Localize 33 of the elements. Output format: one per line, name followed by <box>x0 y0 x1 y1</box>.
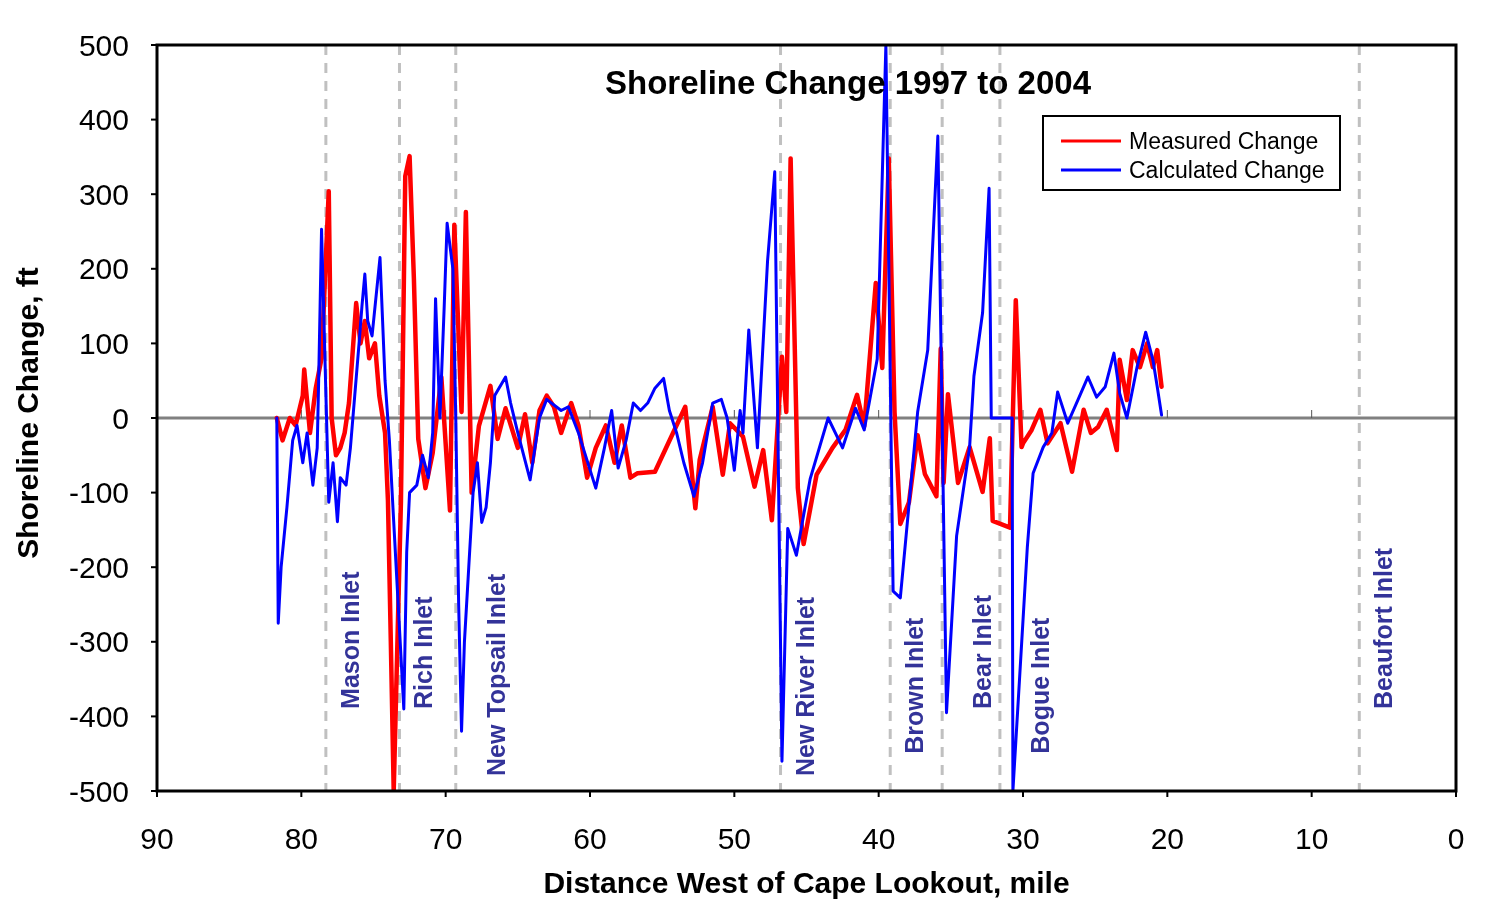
ref-line-label: New Topsail Inlet <box>481 573 510 777</box>
x-tick-label: 70 <box>428 822 463 855</box>
x-tick-label: 0 <box>1447 822 1465 855</box>
y-tick-label: 500 <box>78 28 129 62</box>
x-tick-label: 50 <box>717 822 752 855</box>
x-tick-label: 40 <box>861 822 896 855</box>
x-tick-label: 10 <box>1294 822 1329 855</box>
x-tick-label: 20 <box>1150 822 1185 855</box>
ref-line-label: Rich Inlet <box>409 595 438 709</box>
y-tick-label: 100 <box>78 326 129 360</box>
ref-line-label: Beaufort Inlet <box>1369 547 1398 709</box>
y-tick-label: -200 <box>68 550 129 584</box>
legend-label: Measured Change <box>1129 128 1319 155</box>
ref-line-label: Mason Inlet <box>335 570 364 709</box>
y-tick-label: -400 <box>68 699 129 733</box>
y-tick-label: -300 <box>68 625 129 659</box>
ref-line-label: Bogue Inlet <box>1025 616 1054 754</box>
legend-label: Calculated Change <box>1129 157 1325 184</box>
x-tick-label: 60 <box>573 822 607 855</box>
y-tick-label: -500 <box>68 774 129 808</box>
y-tick-label: 300 <box>78 177 129 211</box>
x-axis-title: Distance West of Cape Lookout, mile <box>543 866 1070 899</box>
x-tick-label: 90 <box>140 822 174 855</box>
ref-line-label: Brown Inlet <box>900 616 929 754</box>
x-tick-label: 80 <box>284 822 319 855</box>
x-tick-label: 30 <box>1006 822 1040 855</box>
y-tick-label: 200 <box>78 252 129 286</box>
y-axis-title: Shoreline Change, ft <box>11 267 44 559</box>
y-tick-label: 0 <box>112 401 129 435</box>
y-tick-label: -100 <box>68 476 129 510</box>
ref-line-label: New River Inlet <box>790 596 819 777</box>
ref-line-label: Bear Inlet <box>968 594 997 709</box>
y-tick-label: 400 <box>78 103 129 137</box>
